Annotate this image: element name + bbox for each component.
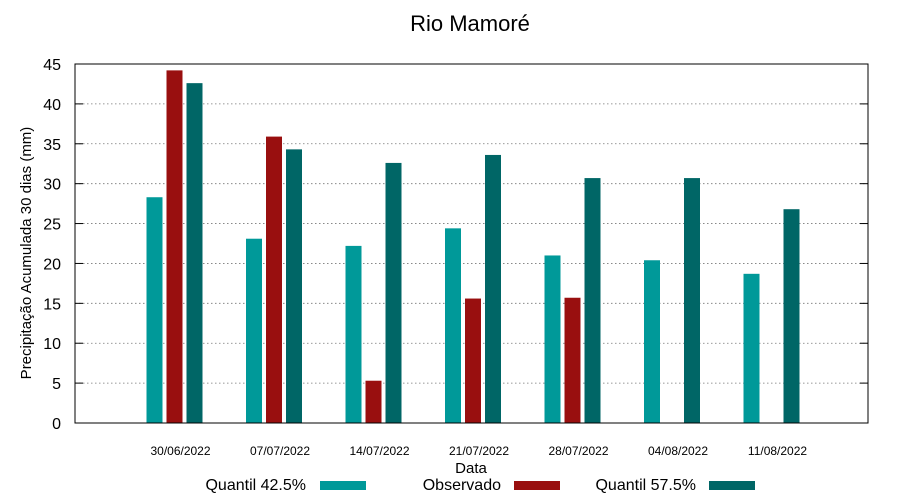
x-tick-label: 30/06/2022 (150, 444, 210, 458)
legend-swatch (514, 481, 560, 490)
legend-swatch (709, 481, 755, 490)
legend-label: Quantil 42.5% (205, 477, 306, 494)
y-tick-label: 40 (43, 97, 61, 114)
legend-label: Quantil 57.5% (595, 477, 696, 494)
plot-frame (74, 63, 869, 424)
bar-quantil-57-5--5 (684, 178, 700, 423)
legend-label: Observado (423, 477, 501, 494)
y-tick-label: 35 (43, 137, 61, 154)
y-tick-label: 45 (43, 57, 61, 74)
y-tick-label: 5 (52, 376, 61, 393)
x-axis-ticks: 30/06/2022 07/07/2022 14/07/2022 21/07/2022… (150, 444, 807, 458)
y-tick-label: 15 (43, 296, 61, 313)
y-tick-label: 20 (43, 256, 61, 273)
bar-quantil-57-5--4 (584, 178, 601, 423)
bar-quantil-42-5--2 (345, 245, 362, 423)
y-tick-label: 10 (43, 336, 61, 353)
chart-title: Rio Mamoré (410, 11, 530, 36)
bar-quantil-42-5--1 (246, 238, 262, 423)
legend-swatch (320, 481, 366, 490)
x-tick-label: 07/07/2022 (250, 444, 310, 458)
bar-quantil-42-5--5 (644, 260, 660, 423)
bar-quantil-57-5--6 (783, 209, 800, 423)
x-tick-label: 21/07/2022 (449, 444, 509, 458)
bar-quantil-42-5--0 (146, 197, 163, 423)
x-tick-label: 11/08/2022 (748, 444, 807, 458)
bar-observado-0 (166, 70, 183, 423)
y-axis-ticks: 0 5 10 15 20 25 30 35 40 45 (43, 57, 868, 433)
bar-layer (146, 70, 800, 424)
bar-observado-2 (365, 380, 382, 423)
bar-quantil-57-5--0 (186, 83, 203, 423)
x-tick-label: 04/08/2022 (648, 444, 708, 458)
x-tick-label: 28/07/2022 (548, 444, 608, 458)
bar-quantil-57-5--1 (286, 149, 302, 423)
bar-quantil-42-5--3 (445, 228, 461, 423)
y-tick-label: 30 (43, 177, 61, 194)
y-axis-label: Precipitação Acumulada 30 dias (mm) (18, 127, 35, 380)
legend: Quantil 42.5% Observado Quantil 57.5% (205, 477, 755, 494)
x-axis-label: Data (455, 460, 487, 477)
bar-quantil-57-5--3 (485, 154, 501, 424)
bar-quantil-42-5--4 (544, 255, 561, 423)
y-tick-label: 25 (43, 217, 61, 234)
bar-quantil-57-5--2 (385, 162, 402, 423)
bar-observado-1 (266, 136, 282, 423)
bar-quantil-42-5--6 (743, 273, 760, 423)
y-tick-label: 0 (52, 416, 61, 433)
bar-observado-4 (564, 297, 581, 423)
x-tick-label: 14/07/2022 (349, 444, 409, 458)
bar-observado-3 (465, 298, 481, 423)
